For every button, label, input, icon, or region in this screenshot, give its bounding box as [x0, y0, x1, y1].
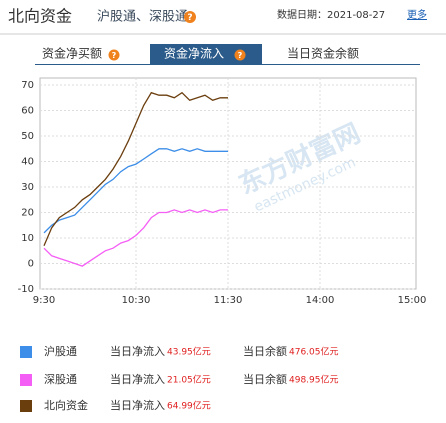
- help-icon[interactable]: [108, 49, 120, 61]
- legend-swatch: [20, 346, 32, 358]
- x-tick-label: 10:30: [122, 295, 151, 306]
- tab[interactable]: 当日资金余额: [287, 46, 359, 61]
- net-value: 21.05亿元: [167, 374, 211, 386]
- legend-name: 深股通: [44, 373, 77, 386]
- net-value: 64.99亿元: [167, 400, 211, 412]
- data-date: 数据日期：2021-08-27: [277, 8, 385, 21]
- x-tick-label: 9:30: [33, 295, 55, 306]
- y-tick-label: 40: [21, 157, 34, 168]
- tab[interactable]: 资金净流入: [164, 46, 224, 61]
- legend-swatch: [20, 400, 32, 412]
- y-tick-label: 60: [21, 106, 34, 117]
- more-link[interactable]: 更多: [407, 8, 427, 21]
- net-value: 43.95亿元: [167, 346, 211, 358]
- header-subtitle: 沪股通、深股通: [97, 9, 188, 25]
- y-tick-label: 20: [21, 208, 34, 219]
- y-tick-label: -10: [18, 284, 34, 295]
- help-icon-text: ?: [238, 51, 243, 60]
- net-label: 当日净流入: [110, 344, 165, 358]
- plot: -10 0 10 20 30 40 50 60 70 9:30 10:30 11:30 14:00 15:…: [18, 78, 427, 306]
- y-tick-label: 10: [21, 233, 34, 244]
- y-tick-label: 30: [21, 182, 34, 193]
- y-tick-label: 50: [21, 131, 34, 142]
- balance-value: 476.05亿元: [289, 346, 339, 358]
- help-icon[interactable]: [184, 11, 196, 23]
- tab[interactable]: 资金净买额: [42, 46, 102, 61]
- net-label: 当日净流入: [110, 372, 165, 386]
- legend-name: 北向资金: [44, 398, 88, 412]
- x-tick-label: 15:00: [398, 295, 427, 306]
- y-tick-label: 0: [28, 259, 34, 270]
- balance-label: 当日余额: [243, 344, 287, 358]
- net-label: 当日净流入: [110, 398, 165, 412]
- header-title: 北向资金: [8, 7, 72, 26]
- x-tick-label: 14:00: [306, 295, 335, 306]
- help-icon-text: ?: [187, 13, 192, 23]
- help-icon-text: ?: [112, 51, 117, 60]
- series-line: [43, 148, 228, 234]
- x-tick-label: 11:30: [214, 295, 243, 306]
- balance-label: 当日余额: [243, 372, 287, 386]
- legend-name: 沪股通: [44, 344, 77, 358]
- balance-value: 498.95亿元: [289, 374, 339, 386]
- legend-swatch: [20, 374, 32, 386]
- series-line: [43, 209, 228, 267]
- active-tab[interactable]: [150, 44, 262, 64]
- series-line: [43, 91, 228, 246]
- y-tick-label: 70: [21, 80, 34, 91]
- help-icon[interactable]: [234, 49, 246, 61]
